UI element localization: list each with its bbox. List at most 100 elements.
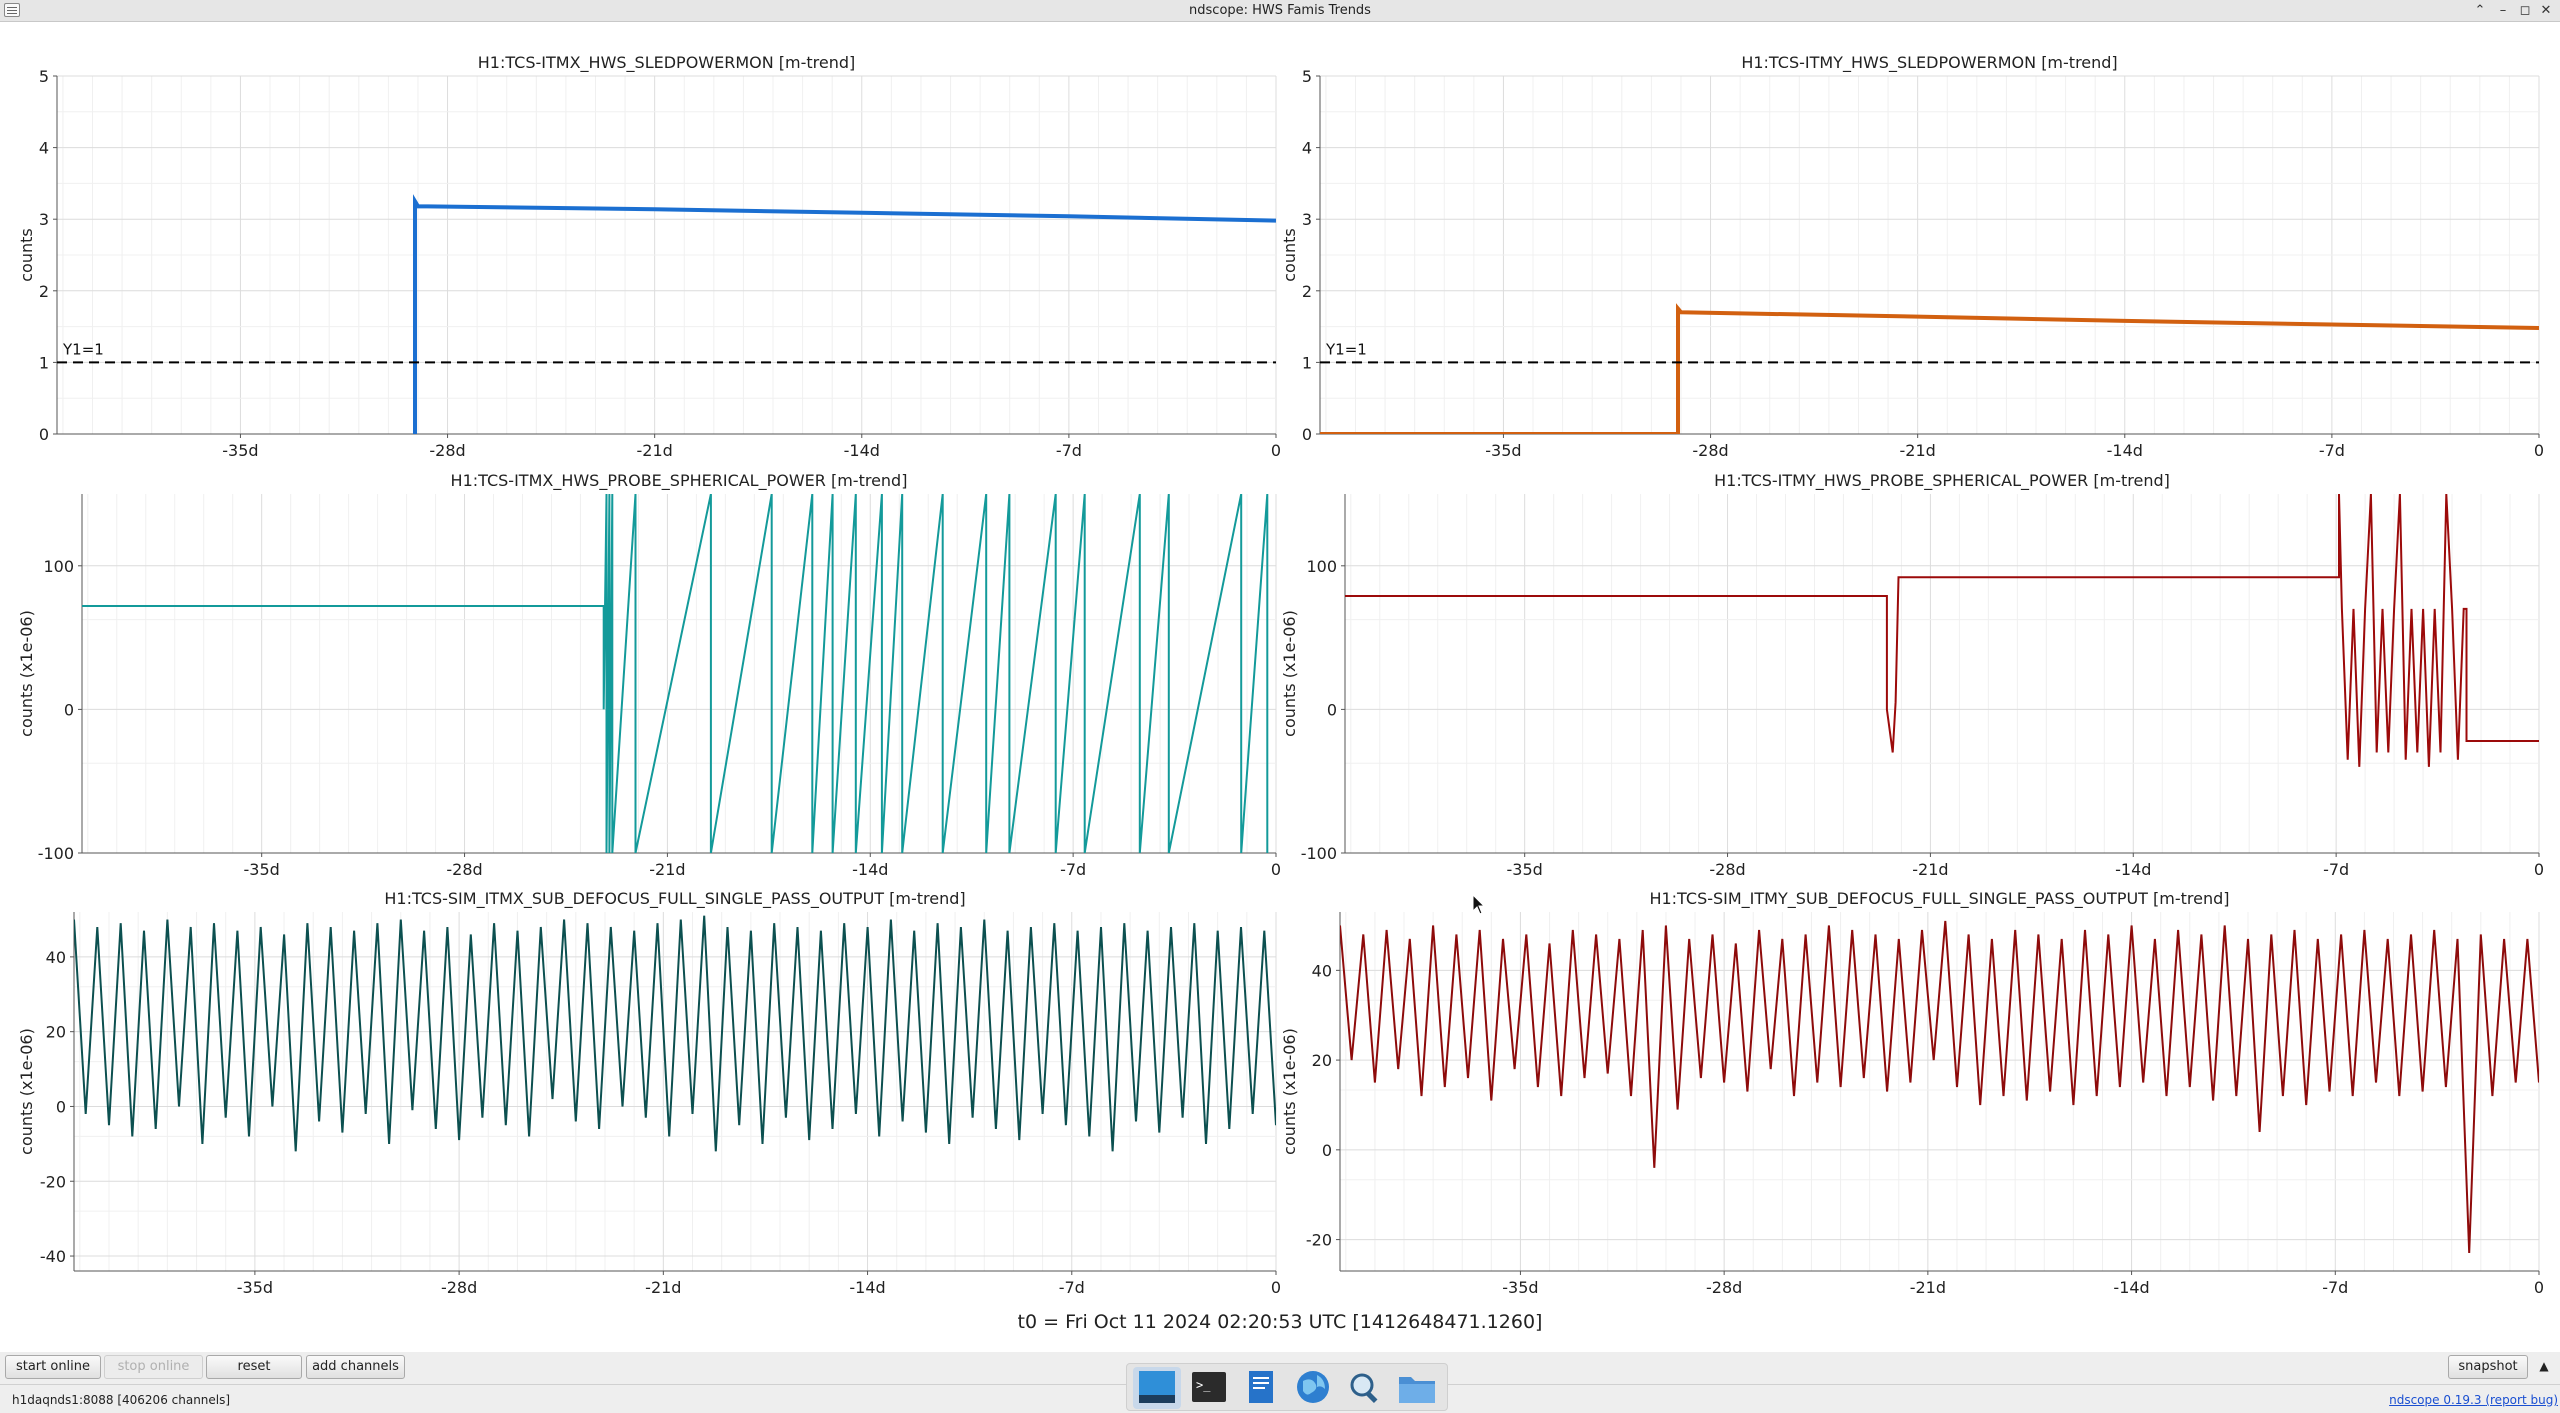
desktop-icon[interactable] [1133, 1367, 1181, 1409]
y-tick-label: -100 [38, 844, 74, 863]
add-channels-button[interactable]: add channels [306, 1355, 405, 1379]
series-line [413, 194, 1276, 434]
t0-label: t0 = Fri Oct 11 2024 02:20:53 UTC [14126… [1017, 1311, 1543, 1333]
x-tick-label: -14d [844, 441, 880, 460]
y-tick-label: 0 [1302, 425, 1312, 444]
y-tick-label: 4 [39, 139, 49, 158]
plot-3[interactable]: -100 0 100 -35d -28d -21d -14d -7d 0 H1:TCS-ITMX_… [17, 471, 1281, 879]
y-axis-label: counts (x1e-06) [17, 1028, 36, 1155]
x-tick-label: -14d [849, 1278, 885, 1297]
x-tick-label: 0 [1271, 860, 1281, 879]
x-tick-label: -7d [2323, 860, 2349, 879]
x-tick-label: -28d [429, 441, 465, 460]
plot-4[interactable]: -100 0 100 -35d -28d -21d -14d -7d 0 H1:TCS-ITMY_… [1280, 471, 2544, 879]
web-browser-icon[interactable] [1289, 1367, 1337, 1409]
y-tick-label: 40 [1312, 961, 1332, 980]
expand-up-icon[interactable]: ▲ [2539, 1359, 2549, 1373]
plot-title: H1:TCS-ITMX_HWS_PROBE_SPHERICAL_POWER [m… [451, 471, 908, 491]
x-tick-label: -35d [244, 860, 280, 879]
series-group [1345, 494, 2539, 767]
maximize-icon[interactable]: ◻ [2519, 3, 2531, 18]
plot-6[interactable]: -20 0 20 40 -35d -28d -21d -14d -7d 0 H1:TCS-SIM_I… [1280, 889, 2544, 1297]
y-axis-label: counts (x1e-06) [17, 610, 36, 737]
y-tick-label: -40 [40, 1247, 66, 1266]
x-tick-label: -35d [237, 1278, 273, 1297]
y-tick-label: 2 [39, 282, 49, 301]
x-tick-label: 0 [2534, 860, 2544, 879]
x-tick-label: -21d [1910, 1278, 1946, 1297]
plot-title: H1:TCS-ITMY_HWS_PROBE_SPHERICAL_POWER [m… [1714, 471, 2170, 491]
mouse-cursor-icon [1472, 893, 1486, 915]
server-status: h1daqnds1:8088 [406206 channels] [12, 1393, 231, 1407]
y-axis-label: counts (x1e-06) [1280, 610, 1299, 737]
x-tick-label: -14d [2113, 1278, 2149, 1297]
y-tick-label: 0 [1327, 700, 1337, 719]
y-tick-label: 3 [39, 210, 49, 229]
svg-text:>_: >_ [1196, 1378, 1211, 1392]
y-tick-label: 4 [1302, 139, 1312, 158]
y-tick-label: -20 [40, 1172, 66, 1191]
series-line [74, 915, 1276, 1152]
y-axis-label: counts (x1e-06) [1280, 1028, 1299, 1155]
app-menu-icon[interactable] [4, 3, 20, 17]
version-link[interactable]: ndscope 0.19.3 (report bug) [2389, 1393, 2558, 1407]
stop-online-button: stop online [104, 1355, 203, 1379]
file-manager-icon[interactable] [1393, 1367, 1441, 1409]
window-titlebar: ndscope: HWS Famis Trends ⌃ – ◻ ✕ [0, 0, 2560, 22]
x-tick-label: -21d [1900, 441, 1936, 460]
plot-title: H1:TCS-ITMY_HWS_SLEDPOWERMON [m-trend] [1741, 53, 2117, 73]
x-tick-label: 0 [2534, 441, 2544, 460]
close-icon[interactable]: ✕ [2540, 3, 2552, 18]
report-bug-link[interactable]: (report bug) [2485, 1393, 2558, 1407]
x-tick-label: -21d [649, 860, 685, 879]
x-tick-label: -28d [1709, 860, 1745, 879]
x-tick-label: -14d [2115, 860, 2151, 879]
y-axis-label: counts [17, 228, 36, 281]
plot-title: H1:TCS-SIM_ITMY_SUB_DEFOCUS_FULL_SINGLE_… [1649, 889, 2229, 909]
minimize-icon[interactable]: – [2499, 3, 2507, 18]
x-tick-label: -35d [1507, 860, 1543, 879]
x-tick-label: -28d [1706, 1278, 1742, 1297]
text-editor-icon[interactable] [1237, 1367, 1285, 1409]
plot-background [82, 494, 1276, 853]
taskbar: >_ [1126, 1363, 1448, 1411]
snapshot-button[interactable]: snapshot [2448, 1355, 2528, 1379]
x-tick-label: -21d [645, 1278, 681, 1297]
x-tick-label: -14d [852, 860, 888, 879]
window-title: ndscope: HWS Famis Trends [1189, 3, 1371, 18]
series-line [1320, 303, 2539, 434]
version-text[interactable]: ndscope 0.19.3 [2389, 1393, 2482, 1407]
y-tick-label: -20 [1306, 1231, 1332, 1250]
y-tick-label: 1 [39, 353, 49, 372]
x-tick-label: 0 [1271, 1278, 1281, 1297]
start-online-button[interactable]: start online [5, 1355, 101, 1379]
x-tick-label: -14d [2107, 441, 2143, 460]
series-group [413, 194, 1276, 434]
reset-button[interactable]: reset [206, 1355, 302, 1379]
plot-title: H1:TCS-ITMX_HWS_SLEDPOWERMON [m-trend] [478, 53, 856, 73]
terminal-icon[interactable]: >_ [1185, 1367, 1233, 1409]
x-tick-label: -28d [446, 860, 482, 879]
y-tick-label: 2 [1302, 282, 1312, 301]
plot-background [1345, 494, 2539, 853]
x-tick-label: -7d [2319, 441, 2345, 460]
y-tick-label: 1 [1302, 353, 1312, 372]
plot-1[interactable]: 0 1 2 3 4 5 -35d -28d -21d -14d -7d 0 H1:TCS-ITMX_HW… [17, 53, 1281, 460]
y-tick-label: 0 [56, 1097, 66, 1116]
plot-area[interactable]: 0 1 2 3 4 5 -35d -28d -21d -14d -7d 0 H1:TCS-ITMX_HW… [0, 22, 2560, 1322]
plot-2[interactable]: 0 1 2 3 4 5 -35d -28d -21d -14d -7d 0 H1:TCS-ITMY_HW… [1280, 53, 2544, 460]
y-axis-label: counts [1280, 228, 1299, 281]
plots-canvas[interactable]: 0 1 2 3 4 5 -35d -28d -21d -14d -7d 0 H1:TCS-ITMX_HW… [0, 22, 2560, 1322]
series-line [1340, 920, 2539, 1254]
series-group [74, 915, 1276, 1152]
plot-5[interactable]: -40 -20 0 20 40 -35d -28d -21d -14d -7d 0 H1:TCS-SI… [17, 889, 1281, 1297]
y-tick-label: 0 [1322, 1141, 1332, 1160]
x-tick-label: -35d [222, 441, 258, 460]
search-icon[interactable] [1341, 1367, 1389, 1409]
x-tick-label: -35d [1485, 441, 1521, 460]
x-tick-label: 0 [2534, 1278, 2544, 1297]
y-tick-label: 100 [1306, 557, 1337, 576]
keep-above-icon[interactable]: ⌃ [2474, 3, 2486, 18]
x-tick-label: -28d [1692, 441, 1728, 460]
y-tick-label: 0 [39, 425, 49, 444]
